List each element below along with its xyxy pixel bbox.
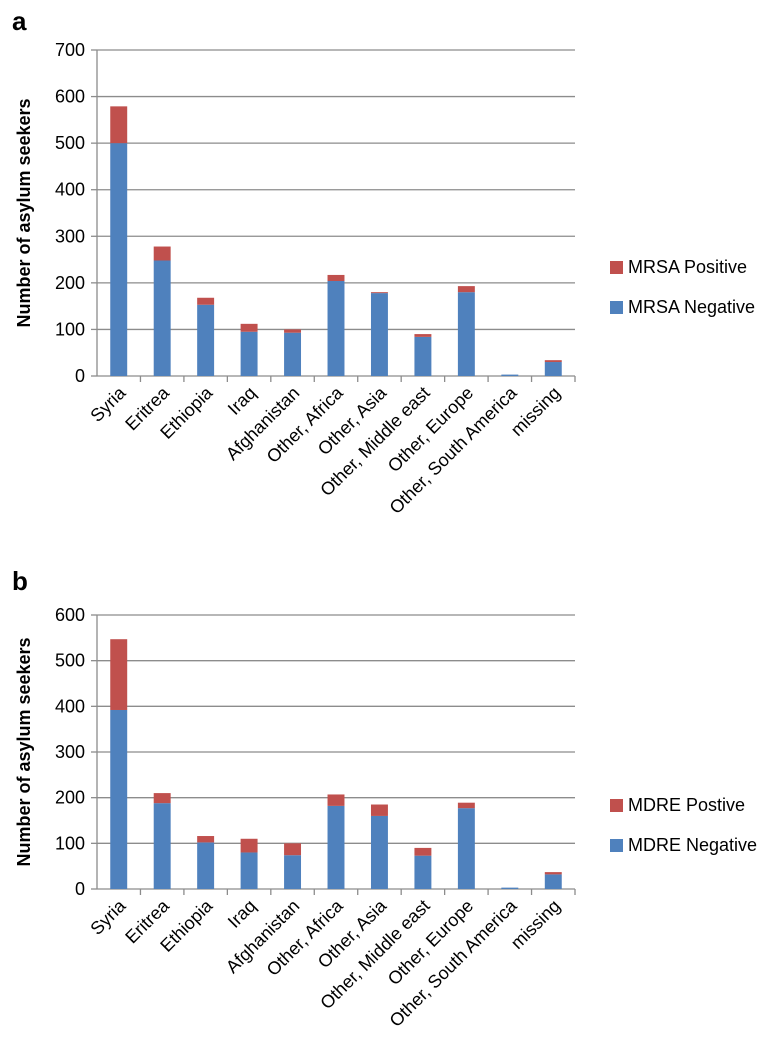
y-tick-label: 200: [55, 273, 85, 293]
bar-mdre-negative-other-south-america: [501, 887, 519, 889]
x-tick-label-missing: missing: [507, 383, 564, 440]
bar-mrsa-negative-other-middle-east: [414, 336, 432, 376]
bar-mrsa-negative-other-asia: [370, 293, 388, 376]
bar-mdre-negative-other-africa: [327, 805, 345, 889]
bar-mrsa-negative-ethiopia: [197, 304, 215, 376]
legend-entry-mdre-negative: MDRE Negative: [628, 835, 757, 855]
bar-mrsa-positive-other-middle-east: [414, 334, 432, 337]
y-tick-label: 600: [55, 87, 85, 107]
bar-mrsa-positive-other-europe: [457, 286, 475, 293]
bar-mdre-postive-other-africa: [327, 794, 345, 806]
bar-mdre-postive-ethiopia: [197, 836, 215, 843]
bar-mrsa-positive-ethiopia: [197, 297, 215, 305]
y-tick-label: 500: [55, 133, 85, 153]
y-tick-label: 200: [55, 788, 85, 808]
y-axis-title: Number of asylum seekers: [14, 637, 34, 866]
y-tick-label: 400: [55, 180, 85, 200]
legend-swatch-mrsa-positive: [610, 261, 623, 274]
bar-mdre-postive-other-asia: [370, 804, 388, 816]
bar-mrsa-negative-iraq: [240, 331, 258, 376]
bar-mdre-postive-eritrea: [153, 793, 171, 804]
bar-mrsa-negative-afghanistan: [284, 332, 302, 376]
panel-label: b: [12, 566, 28, 596]
bar-mdre-negative-syria: [110, 709, 128, 889]
bar-mrsa-positive-syria: [110, 106, 128, 144]
bar-mdre-postive-afghanistan: [284, 843, 302, 856]
y-tick-label: 100: [55, 319, 85, 339]
y-tick-label: 0: [75, 366, 85, 386]
bar-mdre-negative-ethiopia: [197, 842, 215, 889]
chart-panel-a: a 0 100 200 300 400 500 600 700 Number of asylum …: [12, 6, 755, 518]
bar-mdre-postive-other-middle-east: [414, 847, 432, 856]
x-tick-label-iraq: Iraq: [224, 383, 260, 419]
bar-mrsa-positive-other-asia: [370, 292, 388, 294]
legend-entry-mrsa-positive: MRSA Positive: [628, 257, 747, 277]
bar-mrsa-positive-iraq: [240, 323, 258, 332]
bar-mrsa-negative-other-africa: [327, 280, 345, 376]
chart-panel-b: b 0 100 200 300 400 500 600 Number of asylum see…: [12, 566, 757, 1031]
bar-mdre-postive-iraq: [240, 838, 258, 853]
bar-mrsa-negative-eritrea: [153, 260, 171, 376]
legend-swatch-mdre-negative: [610, 839, 623, 852]
legend-entry-mdre-postive: MDRE Postive: [628, 795, 745, 815]
bar-mrsa-negative-missing: [544, 362, 562, 376]
panel-label: a: [12, 6, 27, 36]
bar-mdre-negative-missing: [544, 874, 562, 889]
legend-entry-mrsa-negative: MRSA Negative: [628, 297, 755, 317]
x-tick-label-missing: missing: [507, 896, 564, 953]
bar-mrsa-negative-syria: [110, 143, 128, 376]
bar-mdre-negative-eritrea: [153, 803, 171, 889]
legend-swatch-mdre-postive: [610, 799, 623, 812]
x-tick-label-iraq: Iraq: [224, 896, 260, 932]
bar-mdre-negative-other-middle-east: [414, 855, 432, 889]
y-axis-title: Number of asylum seekers: [14, 98, 34, 327]
legend-swatch-mrsa-negative: [610, 301, 623, 314]
bar-mrsa-positive-eritrea: [153, 246, 171, 261]
y-tick-label: 300: [55, 742, 85, 762]
bar-mdre-postive-missing: [544, 872, 562, 875]
y-tick-label: 300: [55, 226, 85, 246]
y-tick-label: 500: [55, 651, 85, 671]
y-tick-label: 100: [55, 833, 85, 853]
bar-mdre-negative-other-europe: [457, 808, 475, 889]
y-tick-label: 600: [55, 605, 85, 625]
bar-mdre-negative-iraq: [240, 852, 258, 889]
bar-mdre-postive-syria: [110, 639, 128, 710]
bar-mdre-negative-other-asia: [370, 815, 388, 889]
bar-mrsa-positive-other-africa: [327, 274, 345, 281]
bar-mrsa-negative-other-europe: [457, 292, 475, 376]
y-tick-label: 0: [75, 879, 85, 899]
y-tick-label: 400: [55, 696, 85, 716]
bar-mdre-negative-afghanistan: [284, 855, 302, 889]
bar-mrsa-positive-afghanistan: [284, 329, 302, 333]
bar-mrsa-positive-missing: [544, 360, 562, 363]
bar-mdre-postive-other-europe: [457, 802, 475, 809]
y-tick-label: 700: [55, 40, 85, 60]
bar-mrsa-negative-other-south-america: [501, 374, 519, 376]
